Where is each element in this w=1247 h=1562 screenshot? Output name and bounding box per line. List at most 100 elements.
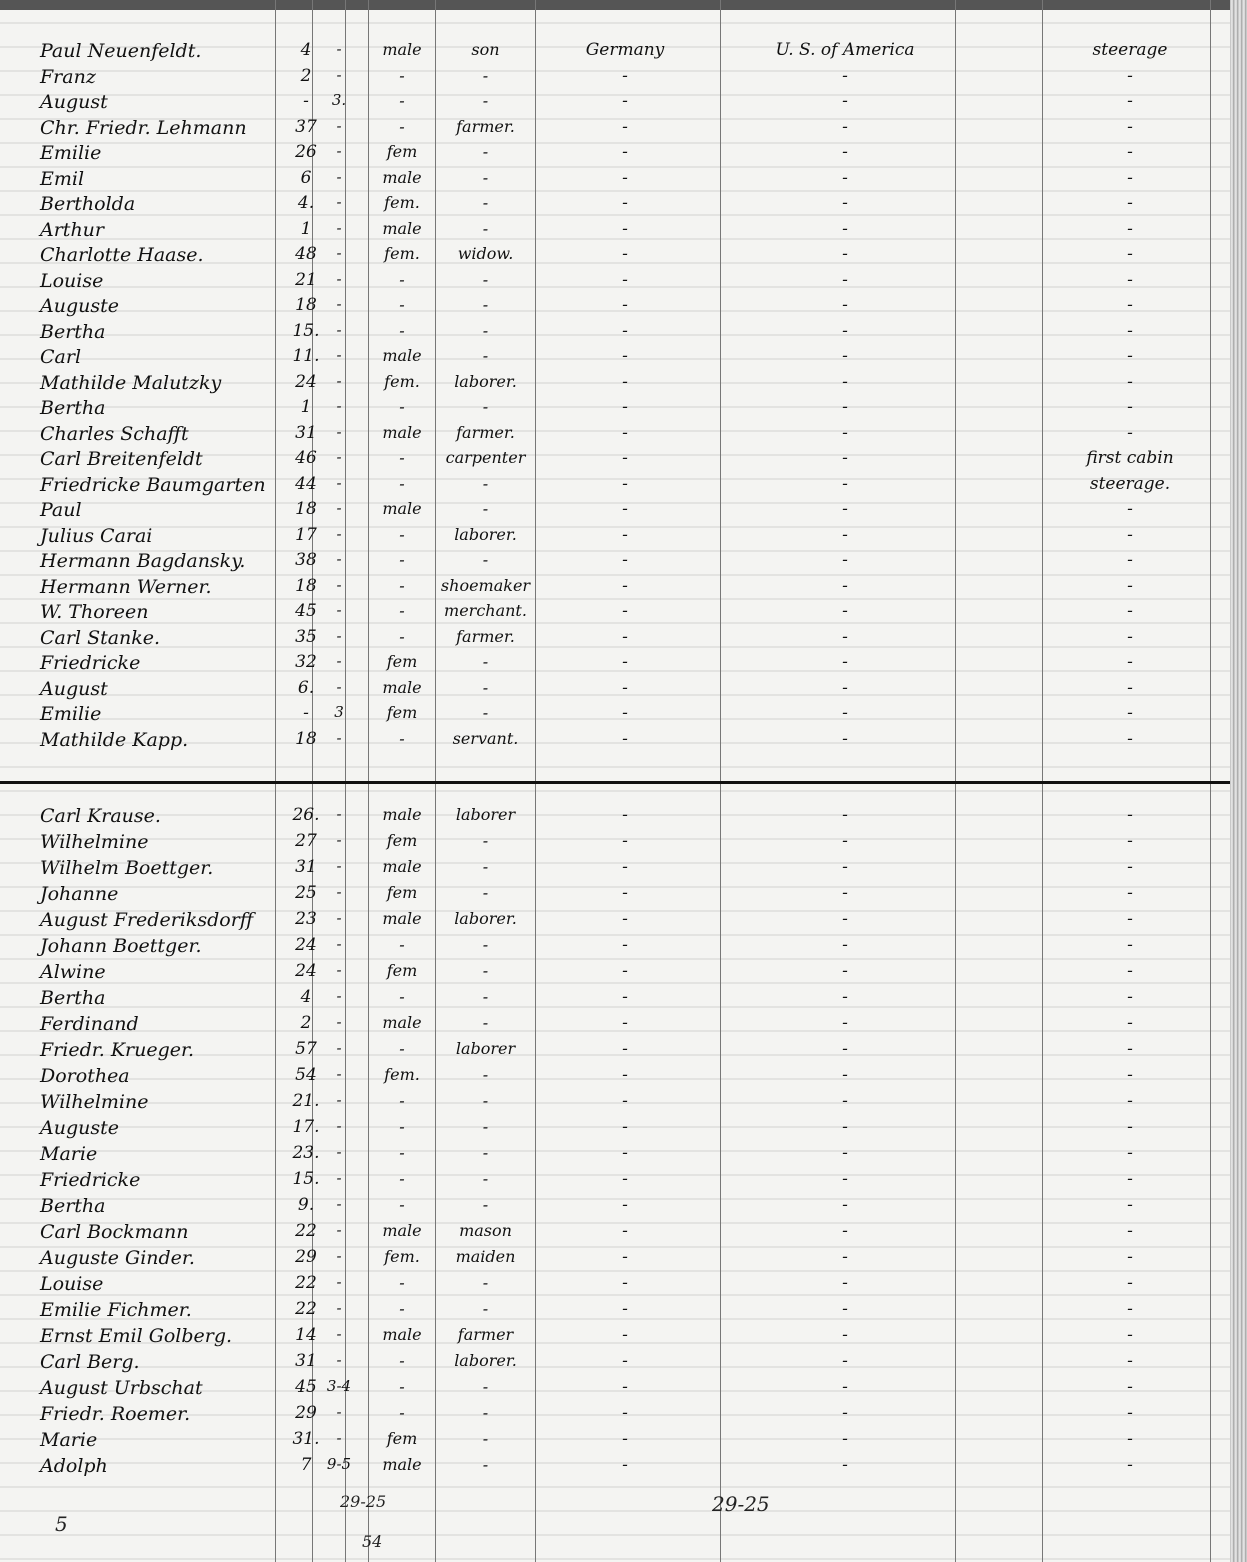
passenger-row: Friedricke Baumgarten 44- - - - - steerage. — [0, 474, 1230, 498]
cell-sex: male — [382, 909, 422, 928]
cell-months: - — [336, 1273, 342, 1291]
cell-acc: - — [1127, 218, 1133, 239]
cell-months: - — [336, 1299, 342, 1317]
cell-years: 1 — [300, 218, 312, 239]
cell-sex: male — [382, 1325, 422, 1344]
cell-country: - — [622, 295, 628, 315]
cell-occ: - — [482, 883, 489, 902]
passenger-row: Adolph 7 9-5 male - - - - — [0, 1455, 1230, 1479]
cell-sex: fem. — [384, 193, 420, 212]
cell-sex: - — [399, 626, 405, 646]
cell-country: - — [622, 805, 628, 825]
cell-months: - — [336, 371, 342, 390]
cell-acc: - — [1127, 1065, 1133, 1085]
cell-occ: - — [482, 1455, 489, 1474]
passenger-row: Carl Bockmann 22 - male mason - - - — [0, 1221, 1230, 1245]
cell-dest: - — [842, 805, 848, 825]
cell-dest: - — [842, 677, 848, 698]
cell-years: 23 — [295, 909, 317, 929]
cell-sex: - — [399, 1299, 405, 1318]
cell-name: Charles Schafft — [40, 422, 189, 445]
cell-name: Marie — [40, 1143, 98, 1165]
cell-country: - — [622, 831, 628, 851]
cell-name: Hermann Werner. — [40, 575, 212, 598]
cell-occ: - — [482, 193, 489, 212]
cell-name: August Frederiksdorff — [40, 909, 254, 931]
cell-months: - — [336, 677, 342, 696]
cell-name: Adolph — [40, 1455, 108, 1477]
cell-occ: - — [482, 1143, 489, 1162]
cell-occ: laborer — [455, 1039, 516, 1058]
cell-sex: - — [399, 320, 405, 340]
cell-name: Hermann Bagdansky. — [40, 550, 246, 572]
passenger-row: Dorothea 54 - fem. - - - - — [0, 1065, 1230, 1089]
cell-name: Emilie Fichmer. — [40, 1299, 192, 1321]
cell-sex: male — [382, 1455, 422, 1474]
cell-occ: - — [482, 550, 489, 569]
cell-acc: - — [1127, 1247, 1133, 1267]
cell-months: - — [336, 652, 342, 670]
cell-country: - — [622, 524, 628, 545]
cell-occ: - — [482, 1429, 489, 1448]
cell-dest: - — [842, 65, 848, 86]
cell-country: - — [622, 1195, 628, 1215]
cell-acc: - — [1127, 909, 1133, 929]
cell-years: 31 — [295, 422, 317, 443]
cell-years: 29 — [295, 1403, 317, 1423]
cell-acc: - — [1127, 883, 1133, 903]
cell-name: Ernst Emil Golberg. — [40, 1325, 233, 1347]
cell-name: Dorothea — [40, 1065, 130, 1087]
cell-years: 15. — [292, 1169, 320, 1189]
cell-country: - — [622, 1273, 628, 1293]
cell-sex: male — [382, 346, 422, 365]
cell-dest: - — [842, 1039, 848, 1059]
cell-name: Johann Boettger. — [40, 935, 202, 957]
cell-sex: fem. — [384, 371, 420, 391]
cell-country: - — [622, 320, 628, 341]
passenger-row: Arthur 1 - male - - - - — [0, 219, 1230, 243]
cell-dest: - — [842, 1247, 848, 1267]
cell-years: 25 — [295, 883, 317, 903]
cell-years: 45 — [295, 1377, 317, 1397]
passenger-row: Mathilde Kapp. 18- - servant. - - - — [0, 729, 1230, 753]
cell-acc: - — [1127, 346, 1133, 366]
cell-months: - — [336, 346, 342, 364]
cell-occ: laborer. — [454, 371, 517, 391]
cell-years: 44 — [295, 473, 317, 494]
passenger-row: Emilie Fichmer. 22 - - - - - - — [0, 1299, 1230, 1323]
page-mark: 5 — [55, 1512, 68, 1536]
cell-country: - — [622, 626, 628, 647]
cell-months: - — [336, 935, 342, 953]
cell-years: 18 — [295, 575, 317, 596]
cell-dest: - — [842, 1221, 848, 1241]
cell-dest: - — [842, 422, 848, 443]
cell-country: - — [622, 1169, 628, 1189]
cell-name: August — [40, 91, 108, 113]
cell-months: - — [336, 1325, 342, 1343]
cell-dest: - — [842, 1429, 848, 1449]
cell-acc: - — [1127, 626, 1133, 647]
cell-occ: merchant. — [444, 601, 527, 620]
cell-sex: - — [399, 1039, 405, 1058]
cell-country: - — [622, 397, 628, 417]
cell-years: 48 — [295, 244, 317, 264]
cell-acc: - — [1127, 550, 1133, 570]
cell-sex: - — [399, 935, 405, 954]
page-top-edge — [0, 0, 1230, 10]
cell-dest: - — [842, 601, 848, 621]
cell-sex: - — [399, 448, 405, 467]
cell-name: Bertha — [40, 987, 106, 1009]
cell-country: - — [622, 857, 628, 877]
cell-occ: - — [482, 499, 489, 518]
cell-occ: servant. — [452, 728, 519, 748]
passenger-row: Louise 21- - - - - - — [0, 270, 1230, 294]
cell-years: 6. — [297, 677, 315, 698]
cell-country: - — [622, 935, 628, 955]
cell-country: - — [622, 909, 628, 929]
cell-acc: - — [1127, 728, 1133, 749]
cell-country: - — [622, 244, 628, 264]
cell-acc: - — [1127, 575, 1133, 596]
cell-months: - — [336, 1403, 342, 1421]
cell-dest: - — [842, 575, 848, 596]
cell-acc: - — [1127, 1117, 1133, 1137]
